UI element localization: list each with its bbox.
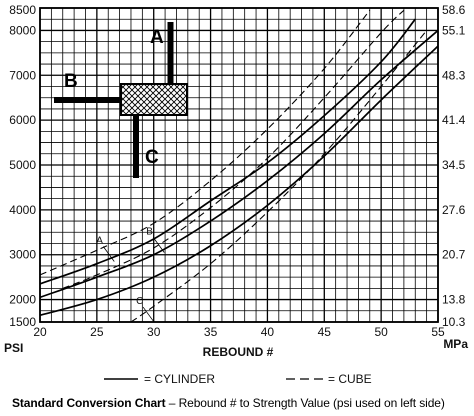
x-axis-title: REBOUND # xyxy=(203,345,274,359)
y-tick-label-left: 5000 xyxy=(9,158,36,172)
y-tick-label-right: 20.7 xyxy=(442,248,466,262)
hammer-illustration: A B C xyxy=(54,22,188,178)
callout-label-b: B xyxy=(64,71,78,92)
y-tick-label-left: 4000 xyxy=(9,203,36,217)
y-tick-label-right: 27.6 xyxy=(442,203,466,217)
y-tick-label-right: 34.5 xyxy=(442,158,466,172)
tick-labels: 20 25 30 35 40 45 50 55 1500 2000 3000 4000 5000 6000… xyxy=(9,3,465,339)
y-tick-label-left: 7000 xyxy=(9,68,36,82)
y-tick-label-right: 41.4 xyxy=(442,113,466,127)
grid xyxy=(39,7,439,323)
y-tick-label-left: 2000 xyxy=(9,293,36,307)
callout-arrow-b xyxy=(54,97,121,103)
legend: = CYLINDER = CUBE xyxy=(104,372,372,386)
callout-label-c: C xyxy=(145,147,159,168)
x-tick-label: 30 xyxy=(147,325,161,339)
callout-arrow-a xyxy=(167,22,174,84)
series-cylinder-a-line xyxy=(39,18,416,285)
x-tick-label: 45 xyxy=(318,325,332,339)
plot-frame xyxy=(39,7,439,323)
caption-text: – Rebound # to Strength Value (psi used … xyxy=(165,396,445,410)
curve-tag-b: B xyxy=(146,227,153,238)
y-axis-title-right: MPa xyxy=(443,337,468,351)
callout-arrow-c xyxy=(133,114,139,178)
callout-label-a: A xyxy=(150,27,164,48)
curve-tag-leader-c xyxy=(142,306,155,323)
curve-tag-a: A xyxy=(96,236,103,247)
hatched-block xyxy=(120,83,188,116)
series-cube-b-line xyxy=(62,9,405,289)
series-cylinder-c-line xyxy=(39,45,439,317)
conversion-chart: A B C 20 25 30 35 40 45 50 55 1500 2000 3000 4000 5000… xyxy=(4,3,468,386)
x-tick-label: 55 xyxy=(431,325,445,339)
curve-tag-c: C xyxy=(136,296,143,307)
x-tick-label: 25 xyxy=(90,325,104,339)
curve-tag-leader-b xyxy=(152,237,165,253)
y-tick-label-right: 48.3 xyxy=(442,68,466,82)
curves: A B C xyxy=(39,9,439,323)
y-tick-label-right: 10.3 xyxy=(442,315,466,329)
y-axis-title-left: PSI xyxy=(4,341,23,355)
y-tick-label-left: 6000 xyxy=(9,113,36,127)
series-cube-a-line xyxy=(39,9,371,276)
caption-title: Standard Conversion Chart xyxy=(12,396,166,410)
figure-caption: Standard Conversion Chart – Rebound # to… xyxy=(12,396,472,410)
y-tick-label-left: 8500 xyxy=(9,3,36,17)
x-tick-label: 40 xyxy=(261,325,275,339)
x-tick-label: 20 xyxy=(33,325,47,339)
y-tick-label-left: 8000 xyxy=(9,23,36,37)
y-tick-label-left: 3000 xyxy=(9,248,36,262)
legend-cylinder-label: = CYLINDER xyxy=(144,372,215,386)
curve-tag-leader-a xyxy=(102,246,115,262)
x-tick-label: 35 xyxy=(204,325,218,339)
legend-cube-label: = CUBE xyxy=(328,372,372,386)
x-tick-label: 50 xyxy=(374,325,388,339)
series-cylinder-b-line xyxy=(39,29,439,299)
y-tick-label-right: 13.8 xyxy=(442,293,466,307)
y-tick-label-right: 58.6 xyxy=(442,3,466,17)
y-tick-label-right: 55.1 xyxy=(442,23,466,37)
series-cube-c-line xyxy=(130,30,428,323)
y-tick-label-left: 1500 xyxy=(9,315,36,329)
